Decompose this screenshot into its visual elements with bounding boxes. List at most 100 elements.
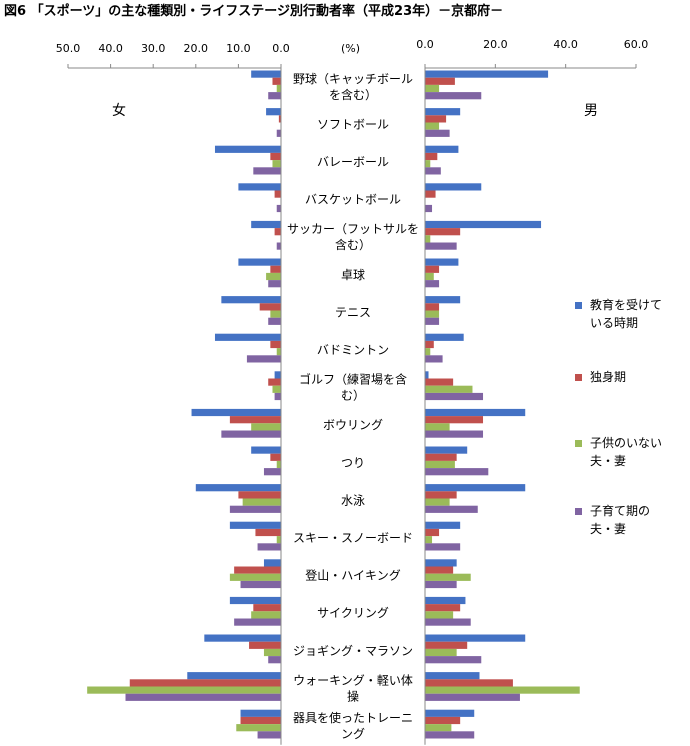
male-label: 男 [584, 103, 598, 119]
female-tick-label: 10.0 [226, 42, 251, 55]
male-bar [425, 204, 433, 213]
legend-swatch [575, 508, 582, 515]
male-bar [425, 385, 473, 393]
female-bar [276, 204, 281, 213]
male-bar [425, 604, 461, 612]
male-tick-label: 60.0 [624, 38, 649, 51]
male-bar [425, 528, 440, 537]
male-bar [425, 484, 526, 492]
male-bar [425, 686, 580, 694]
male-bar [425, 296, 461, 304]
male-bar [425, 648, 457, 657]
male-bar [425, 446, 468, 454]
female-bar [257, 731, 281, 739]
male-bar [425, 129, 450, 137]
male-bar [425, 84, 440, 93]
male-bar [425, 272, 434, 281]
female-bar [234, 566, 281, 574]
female-bar [274, 392, 281, 401]
female-bar [276, 242, 281, 250]
female-bar [251, 220, 281, 229]
male-bar [425, 453, 457, 461]
male-bar [425, 731, 475, 739]
category-label: を含む） [329, 87, 377, 102]
male-bar [425, 183, 482, 191]
male-bar [425, 228, 461, 236]
male-bar [425, 724, 452, 732]
male-bar [425, 348, 431, 356]
category-label: バレーボール [317, 155, 389, 169]
legend-label: 子育て期の [590, 503, 650, 518]
female-bar [263, 468, 281, 476]
legend-label: 夫・妻 [590, 454, 626, 468]
female-bar [274, 371, 281, 379]
category-label: 含む） [335, 237, 371, 252]
female-bar [240, 709, 281, 717]
female-bar [234, 618, 281, 626]
male-bar [425, 280, 440, 288]
male-bar [425, 430, 484, 438]
female-bar [195, 484, 281, 492]
female-bar [278, 115, 281, 123]
male-bar [425, 408, 526, 417]
male-bar [425, 235, 431, 243]
male-bar [425, 641, 468, 649]
female-bar [276, 84, 281, 93]
female-bar [187, 672, 281, 680]
male-bar [425, 258, 459, 266]
male-bar [425, 573, 471, 581]
male-bar [425, 303, 440, 311]
female-bar [236, 724, 281, 732]
female-bar [251, 611, 281, 619]
category-label: 器具を使ったトレーニ [293, 710, 413, 725]
male-bar [425, 340, 434, 349]
male-bar [425, 115, 447, 123]
female-bar [229, 521, 281, 529]
female-bar [238, 491, 281, 499]
male-bar [425, 242, 457, 250]
male-bar [425, 416, 484, 424]
female-bar [238, 258, 281, 266]
male-bar [425, 317, 440, 325]
female-bar [251, 446, 281, 454]
male-bar [425, 108, 461, 116]
male-bar [425, 543, 461, 551]
male-bar [425, 672, 480, 680]
female-bar [240, 716, 281, 725]
male-bar [425, 656, 482, 664]
female-bar [276, 129, 281, 137]
female-bar [191, 408, 281, 417]
category-label: 操 [347, 688, 359, 703]
legend-swatch [575, 374, 582, 381]
male-bar [425, 536, 433, 544]
male-bar [425, 371, 429, 379]
male-bar [425, 491, 457, 499]
male-bar [425, 693, 520, 701]
legend-swatch [575, 440, 582, 447]
female-bar [268, 92, 281, 100]
female-bar [257, 543, 281, 551]
category-label: ボウリング [323, 418, 383, 432]
female-axis-ticks: 50.0 40.0 30.0 20.0 10.0 0.0 [56, 42, 290, 68]
category-label: ジョギング・マラソン [293, 644, 413, 658]
category-label: 卓球 [341, 268, 365, 282]
female-bar [229, 573, 281, 581]
female-bar [129, 679, 281, 687]
male-bar [425, 160, 431, 168]
female-bar [266, 108, 281, 116]
category-label: サイクリング [317, 606, 389, 620]
category-label: 野球（キャッチボール [293, 72, 413, 86]
male-bar [425, 611, 454, 619]
category-label: スキー・スノーボード [293, 531, 413, 545]
male-bar [425, 716, 461, 725]
female-bar [268, 378, 281, 386]
legend-label: 夫・妻 [590, 522, 626, 536]
female-bar [221, 430, 281, 438]
male-bar [425, 566, 454, 574]
male-bar [425, 378, 454, 386]
female-tick-label: 40.0 [98, 42, 123, 55]
female-bar [276, 460, 281, 469]
male-bar [425, 709, 475, 717]
category-label: ソフトボール [317, 117, 389, 131]
female-bar [272, 160, 281, 168]
